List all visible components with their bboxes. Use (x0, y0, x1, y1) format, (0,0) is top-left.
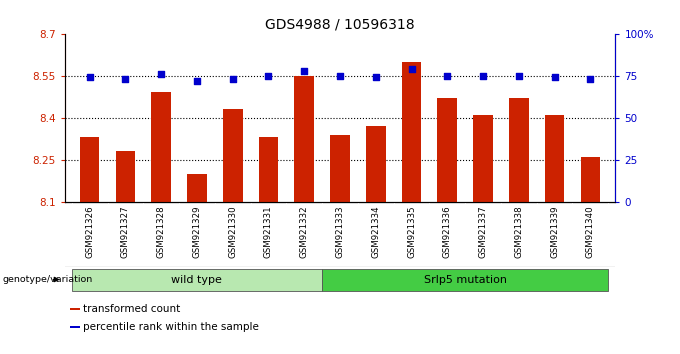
Title: GDS4988 / 10596318: GDS4988 / 10596318 (265, 17, 415, 31)
Text: GSM921334: GSM921334 (371, 205, 380, 258)
Bar (330, 135, 350, 202)
Text: GSM921331: GSM921331 (264, 205, 273, 258)
Point (477, 73, 488, 79)
Text: GSM921329: GSM921329 (192, 205, 201, 258)
Point (263, 73, 274, 79)
Bar (509, 98, 528, 202)
Text: GSM921336: GSM921336 (443, 205, 452, 258)
Bar (366, 126, 386, 202)
Text: GSM921326: GSM921326 (85, 205, 94, 258)
Text: GSM921328: GSM921328 (156, 205, 166, 258)
Point (549, 75, 560, 80)
Text: GSM921332: GSM921332 (300, 205, 309, 258)
Bar (545, 115, 564, 202)
Text: genotype/variation: genotype/variation (3, 275, 93, 284)
Bar (116, 152, 135, 202)
Bar (473, 115, 493, 202)
Text: wild type: wild type (171, 274, 222, 285)
Bar (70, 308, 80, 310)
Text: percentile rank within the sample: percentile rank within the sample (84, 321, 259, 332)
Point (406, 66, 417, 72)
Bar (402, 62, 422, 202)
Point (120, 76, 131, 82)
Text: Srlp5 mutation: Srlp5 mutation (424, 274, 507, 285)
Text: GSM921327: GSM921327 (121, 205, 130, 258)
Text: GSM921335: GSM921335 (407, 205, 416, 258)
Bar (258, 137, 278, 202)
Text: GSM921330: GSM921330 (228, 205, 237, 258)
Point (156, 71, 167, 77)
Bar (223, 109, 243, 202)
Point (513, 73, 524, 79)
Text: GSM921333: GSM921333 (335, 205, 345, 258)
Bar (294, 76, 314, 202)
Point (371, 75, 381, 80)
Point (84, 75, 95, 80)
Text: GSM921340: GSM921340 (586, 205, 595, 258)
Bar (152, 92, 171, 202)
Text: GSM921338: GSM921338 (514, 205, 524, 258)
Text: GSM921337: GSM921337 (479, 205, 488, 258)
Point (227, 76, 238, 82)
Bar (437, 98, 457, 202)
Point (335, 73, 345, 79)
Point (442, 73, 453, 79)
Bar (581, 157, 600, 202)
Point (299, 68, 309, 74)
FancyBboxPatch shape (322, 269, 608, 291)
FancyBboxPatch shape (72, 269, 322, 291)
Bar (70, 326, 80, 328)
Text: GSM921339: GSM921339 (550, 205, 559, 258)
Text: transformed count: transformed count (84, 304, 181, 314)
Bar (80, 137, 99, 202)
Point (585, 76, 596, 82)
Bar (187, 174, 207, 202)
Point (192, 78, 203, 84)
